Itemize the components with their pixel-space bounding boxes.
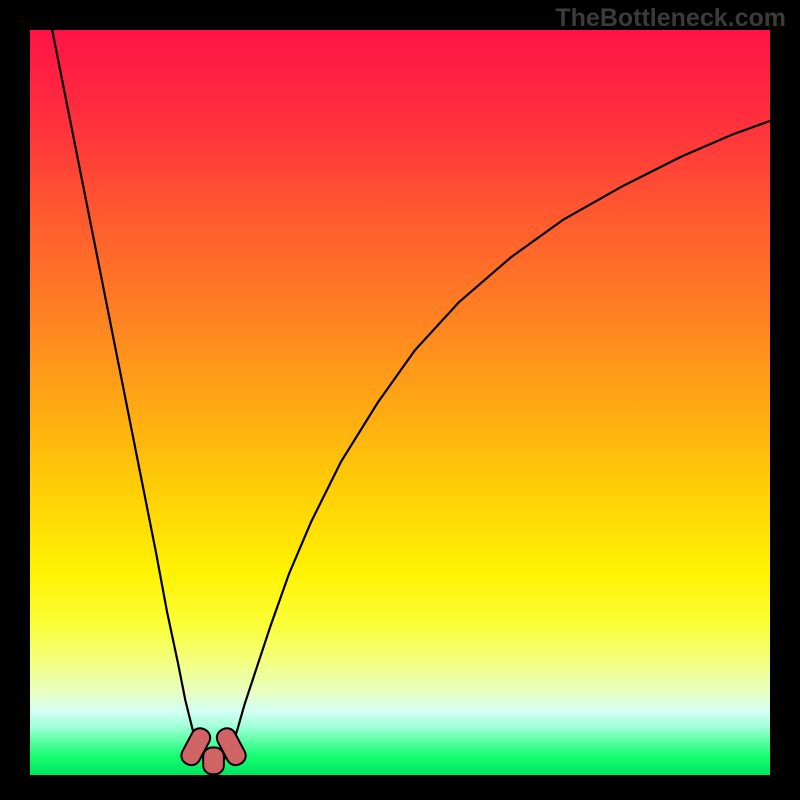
bottleneck-chart xyxy=(0,0,800,800)
chart-background xyxy=(30,30,770,775)
dip-marker-1 xyxy=(203,747,224,774)
chart-frame: TheBottleneck.com xyxy=(0,0,800,800)
